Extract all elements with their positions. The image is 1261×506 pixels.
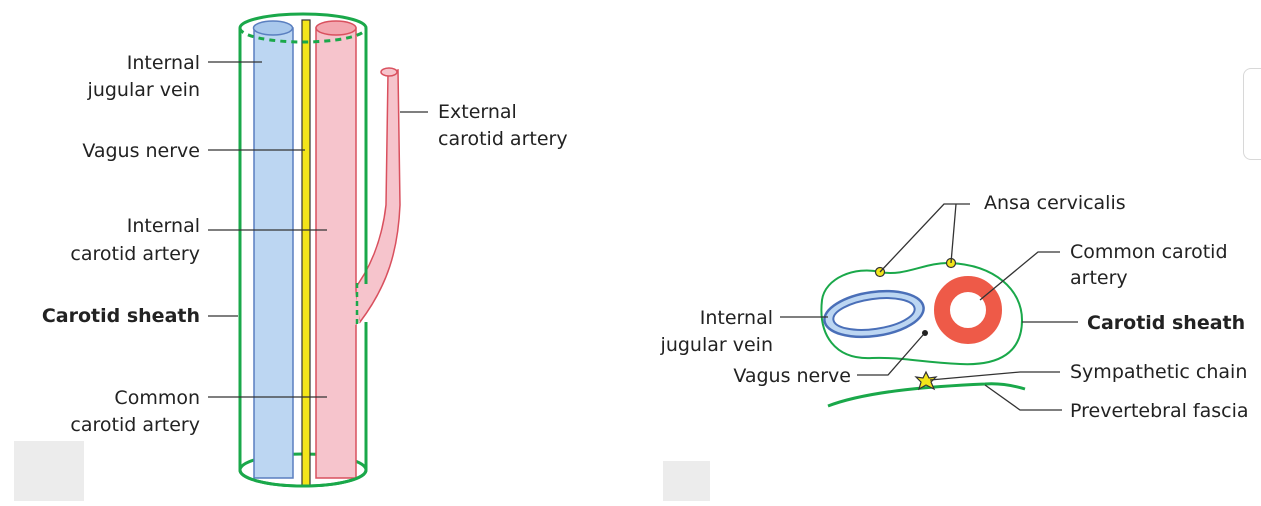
leader-ansa-1: [879, 203, 970, 273]
left-longitudinal-diagram: Internal jugular vein Vagus nerve Intern…: [42, 12, 568, 488]
external-carotid-artery-branch: [351, 68, 401, 324]
vagus-nerve: [301, 19, 311, 487]
label-eca-line1: External: [438, 101, 517, 123]
internal-jugular-vein: [253, 27, 294, 479]
label-ica-line2: carotid artery: [70, 243, 200, 265]
leader-fascia: [984, 384, 1062, 411]
label-cca-line1: Common carotid: [1070, 241, 1228, 263]
label-ijv-line1-right: Internal: [700, 307, 773, 329]
label-ansa-cervicalis: Ansa cervicalis: [984, 192, 1126, 214]
label-ica-line1: Internal: [127, 215, 200, 237]
sheath-bottom-front-arc: [238, 469, 368, 488]
side-panel-tab[interactable]: [1243, 68, 1261, 160]
sympathetic-chain-star: [914, 370, 938, 391]
leader-sympathetic: [929, 371, 1060, 381]
label-ijv-line1: Internal: [127, 52, 200, 74]
label-eca-line2: carotid artery: [438, 128, 568, 150]
sheath-top-back-arc: [238, 12, 368, 29]
label-vagus-right: Vagus nerve: [733, 365, 851, 387]
label-cca-line2: artery: [1070, 267, 1128, 289]
internal-jugular-vein-top: [252, 20, 294, 36]
label-vagus: Vagus nerve: [82, 140, 200, 162]
leader-ansa-2: [950, 203, 957, 264]
carotid-bifurcation: [355, 290, 360, 325]
left-placeholder-tile: [14, 441, 84, 501]
right-cross-section-diagram: Ansa cervicalis Common carotid artery Ca…: [660, 192, 1249, 422]
prevertebral-fascia: [827, 382, 1026, 408]
right-placeholder-tile: [663, 461, 710, 501]
label-cca-line1: Common: [114, 387, 200, 409]
carotid-artery-column: [315, 27, 357, 479]
cca-cross-section: [934, 276, 1002, 344]
label-cca-line2: carotid artery: [70, 414, 200, 436]
left-leader-lines: [208, 61, 428, 398]
label-prevertebral-fascia: Prevertebral fascia: [1070, 400, 1249, 422]
label-ijv-line2: jugular vein: [87, 79, 200, 101]
label-carotid-sheath: Carotid sheath: [42, 305, 200, 327]
external-carotid-artery-top: [380, 67, 398, 77]
right-leader-lines: [780, 203, 1078, 411]
label-carotid-sheath-right: Carotid sheath: [1087, 312, 1245, 334]
label-sympathetic-chain: Sympathetic chain: [1070, 361, 1247, 383]
carotid-artery-top: [315, 20, 357, 36]
ijv-lumen: [832, 297, 916, 331]
leader-cca: [979, 251, 1060, 301]
label-ijv-line2-right: jugular vein: [660, 334, 773, 356]
vagus-nerve-dot: [922, 330, 928, 336]
leader-vagus: [857, 334, 924, 376]
sheath-top-front-arc: [238, 27, 368, 44]
